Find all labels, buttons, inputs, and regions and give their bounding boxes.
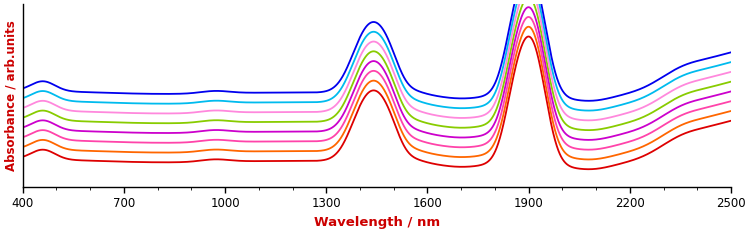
Y-axis label: Absorbance / arb.units: Absorbance / arb.units: [4, 20, 17, 171]
X-axis label: Wavelength / nm: Wavelength / nm: [314, 216, 440, 229]
